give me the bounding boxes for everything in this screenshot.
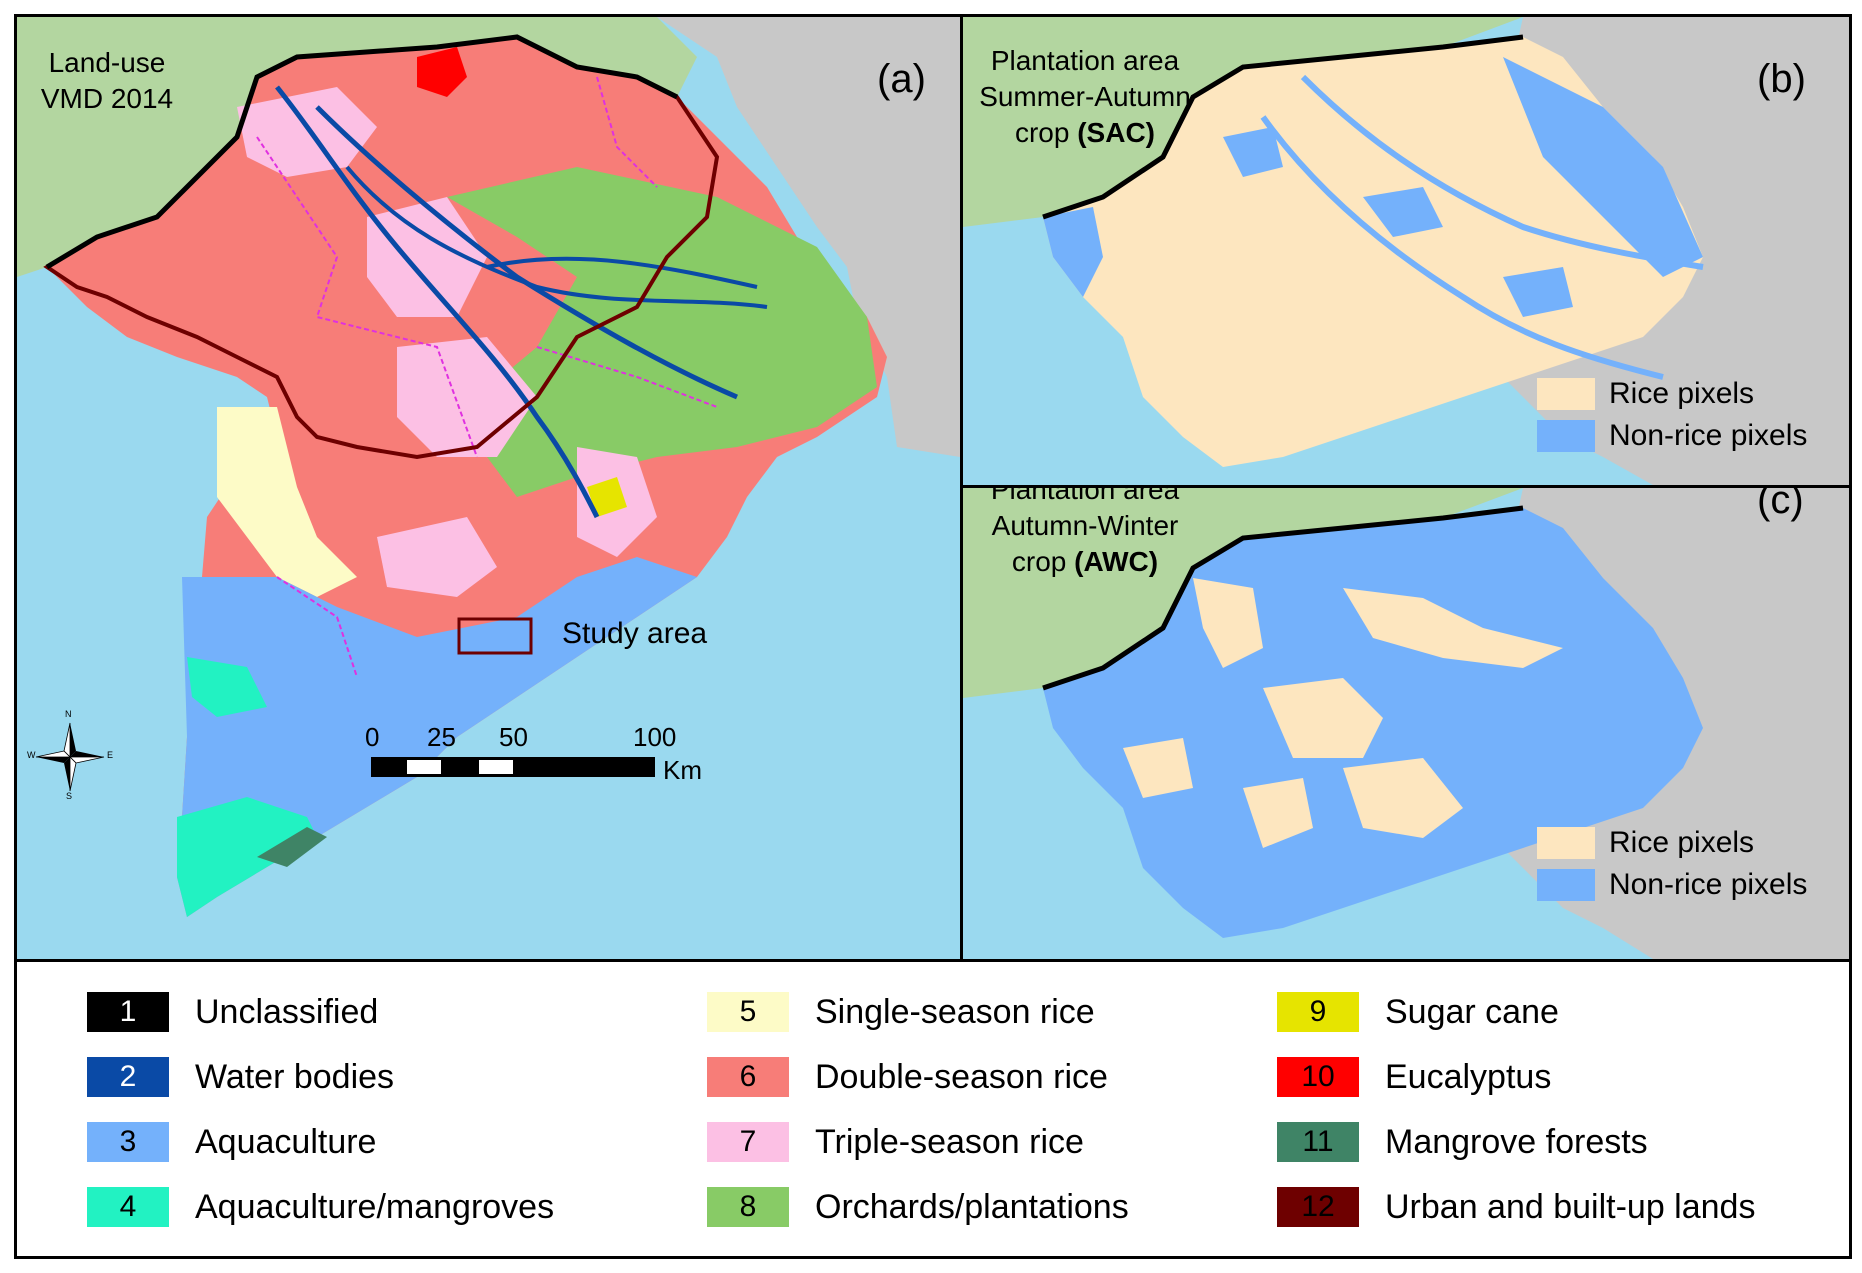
legend-item-unclassified: 1 Unclassified [87,992,378,1032]
legend-item-sugar-cane: 9 Sugar cane [1277,992,1559,1032]
legend-item-double-season-rice: 6 Double-season rice [707,1057,1108,1097]
legend-swatch: 11 [1277,1122,1359,1162]
compass-w: W [27,750,36,760]
figure-frame [14,14,1852,1259]
legend-rice-pixels: Rice pixels [1537,822,1807,864]
legend-label: Sugar cane [1385,992,1559,1031]
legend-swatch: 8 [707,1187,789,1227]
legend-label: Aquaculture [195,1122,377,1161]
legend-item-aquaculture: 3 Aquaculture [87,1122,376,1162]
legend-item-single-season-rice: 5 Single-season rice [707,992,1095,1032]
panel-c-label: (c) [1757,488,1804,522]
legend-rice-pixels: Rice pixels [1537,373,1807,415]
panel-a-title: Land-use VMD 2014 [40,47,174,114]
non-rice-swatch [1537,420,1595,452]
legend-swatch: 6 [707,1057,789,1097]
legend-non-rice-pixels: Non-rice pixels [1537,415,1807,457]
compass-n: N [65,709,72,719]
legend-swatch: 1 [87,992,169,1032]
scale-unit: Km [663,755,702,785]
legend-swatch: 7 [707,1122,789,1162]
legend-swatch: 2 [87,1057,169,1097]
scale-tick-50: 50 [499,722,528,752]
legend-label: Urban and built-up lands [1385,1187,1756,1226]
study-area-label: Study area [562,617,708,650]
compass-s: S [66,791,73,801]
divider-horizontal-bc [963,485,1849,488]
legend-swatch: 12 [1277,1187,1359,1227]
scale-tick-100: 100 [633,722,677,752]
compass-e: E [107,750,114,760]
scale-tick-0: 0 [365,722,380,752]
compass-rose [35,722,105,792]
scale-tick-25: 25 [427,722,456,752]
legend-item-eucalyptus: 10 Eucalyptus [1277,1057,1551,1097]
panel-b-legend: Rice pixels Non-rice pixels [1537,373,1807,457]
divider-horizontal-legend [17,959,1849,962]
legend-label: Double-season rice [815,1057,1108,1096]
non-rice-swatch [1537,869,1595,901]
legend-item-water-bodies: 2 Water bodies [87,1057,394,1097]
sac-map-svg [963,17,1849,485]
legend-label: Eucalyptus [1385,1057,1552,1096]
rice-swatch [1537,827,1595,859]
legend-label: Orchards/plantations [815,1187,1129,1226]
panel-c-awc-map: Plantation area Autumn-Winter crop (AWC)… [963,488,1849,959]
panel-a-label: (a) [877,57,926,101]
land-use-map-svg [17,17,960,917]
divider-vertical [960,17,963,959]
legend-swatch: 5 [707,992,789,1032]
legend-item-urban-and-built-up-lands: 12 Urban and built-up lands [1277,1187,1755,1227]
legend-label: Triple-season rice [815,1122,1084,1161]
legend-label: Unclassified [195,992,379,1031]
legend-swatch: 9 [1277,992,1359,1032]
panel-a-land-use-map: Land-use VMD 2014 (a) Study area 0 25 50… [17,17,960,959]
scale-bar [371,757,655,777]
panel-b-sac-map: Plantation area Summer-Autumn crop (SAC)… [963,17,1849,485]
legend-label: Water bodies [195,1057,395,1096]
panel-b-label: (b) [1757,57,1806,101]
legend-label: Single-season rice [815,992,1095,1031]
legend-item-orchards-plantations: 8 Orchards/plantations [707,1187,1129,1227]
legend-item-aquaculture-mangroves: 4 Aquaculture/mangroves [87,1187,554,1227]
legend-label: Mangrove forests [1385,1122,1648,1161]
legend-swatch: 4 [87,1187,169,1227]
legend-swatch: 10 [1277,1057,1359,1097]
legend-item-mangrove-forests: 11 Mangrove forests [1277,1122,1648,1162]
study-area-legend-swatch [457,617,533,655]
rice-swatch [1537,378,1595,410]
legend-non-rice-pixels: Non-rice pixels [1537,864,1807,906]
panel-c-title: Plantation area Autumn-Winter crop (AWC) [990,488,1180,577]
legend-item-triple-season-rice: 7 Triple-season rice [707,1122,1084,1162]
panel-c-legend: Rice pixels Non-rice pixels [1537,822,1807,906]
land-use-legend: 1 Unclassified 2 Water bodies 3 Aquaculture 4 A… [17,962,1849,1256]
panel-b-title: Plantation area Summer-Autumn crop (SAC) [979,45,1191,148]
legend-swatch: 3 [87,1122,169,1162]
legend-label: Aquaculture/mangroves [195,1187,555,1226]
